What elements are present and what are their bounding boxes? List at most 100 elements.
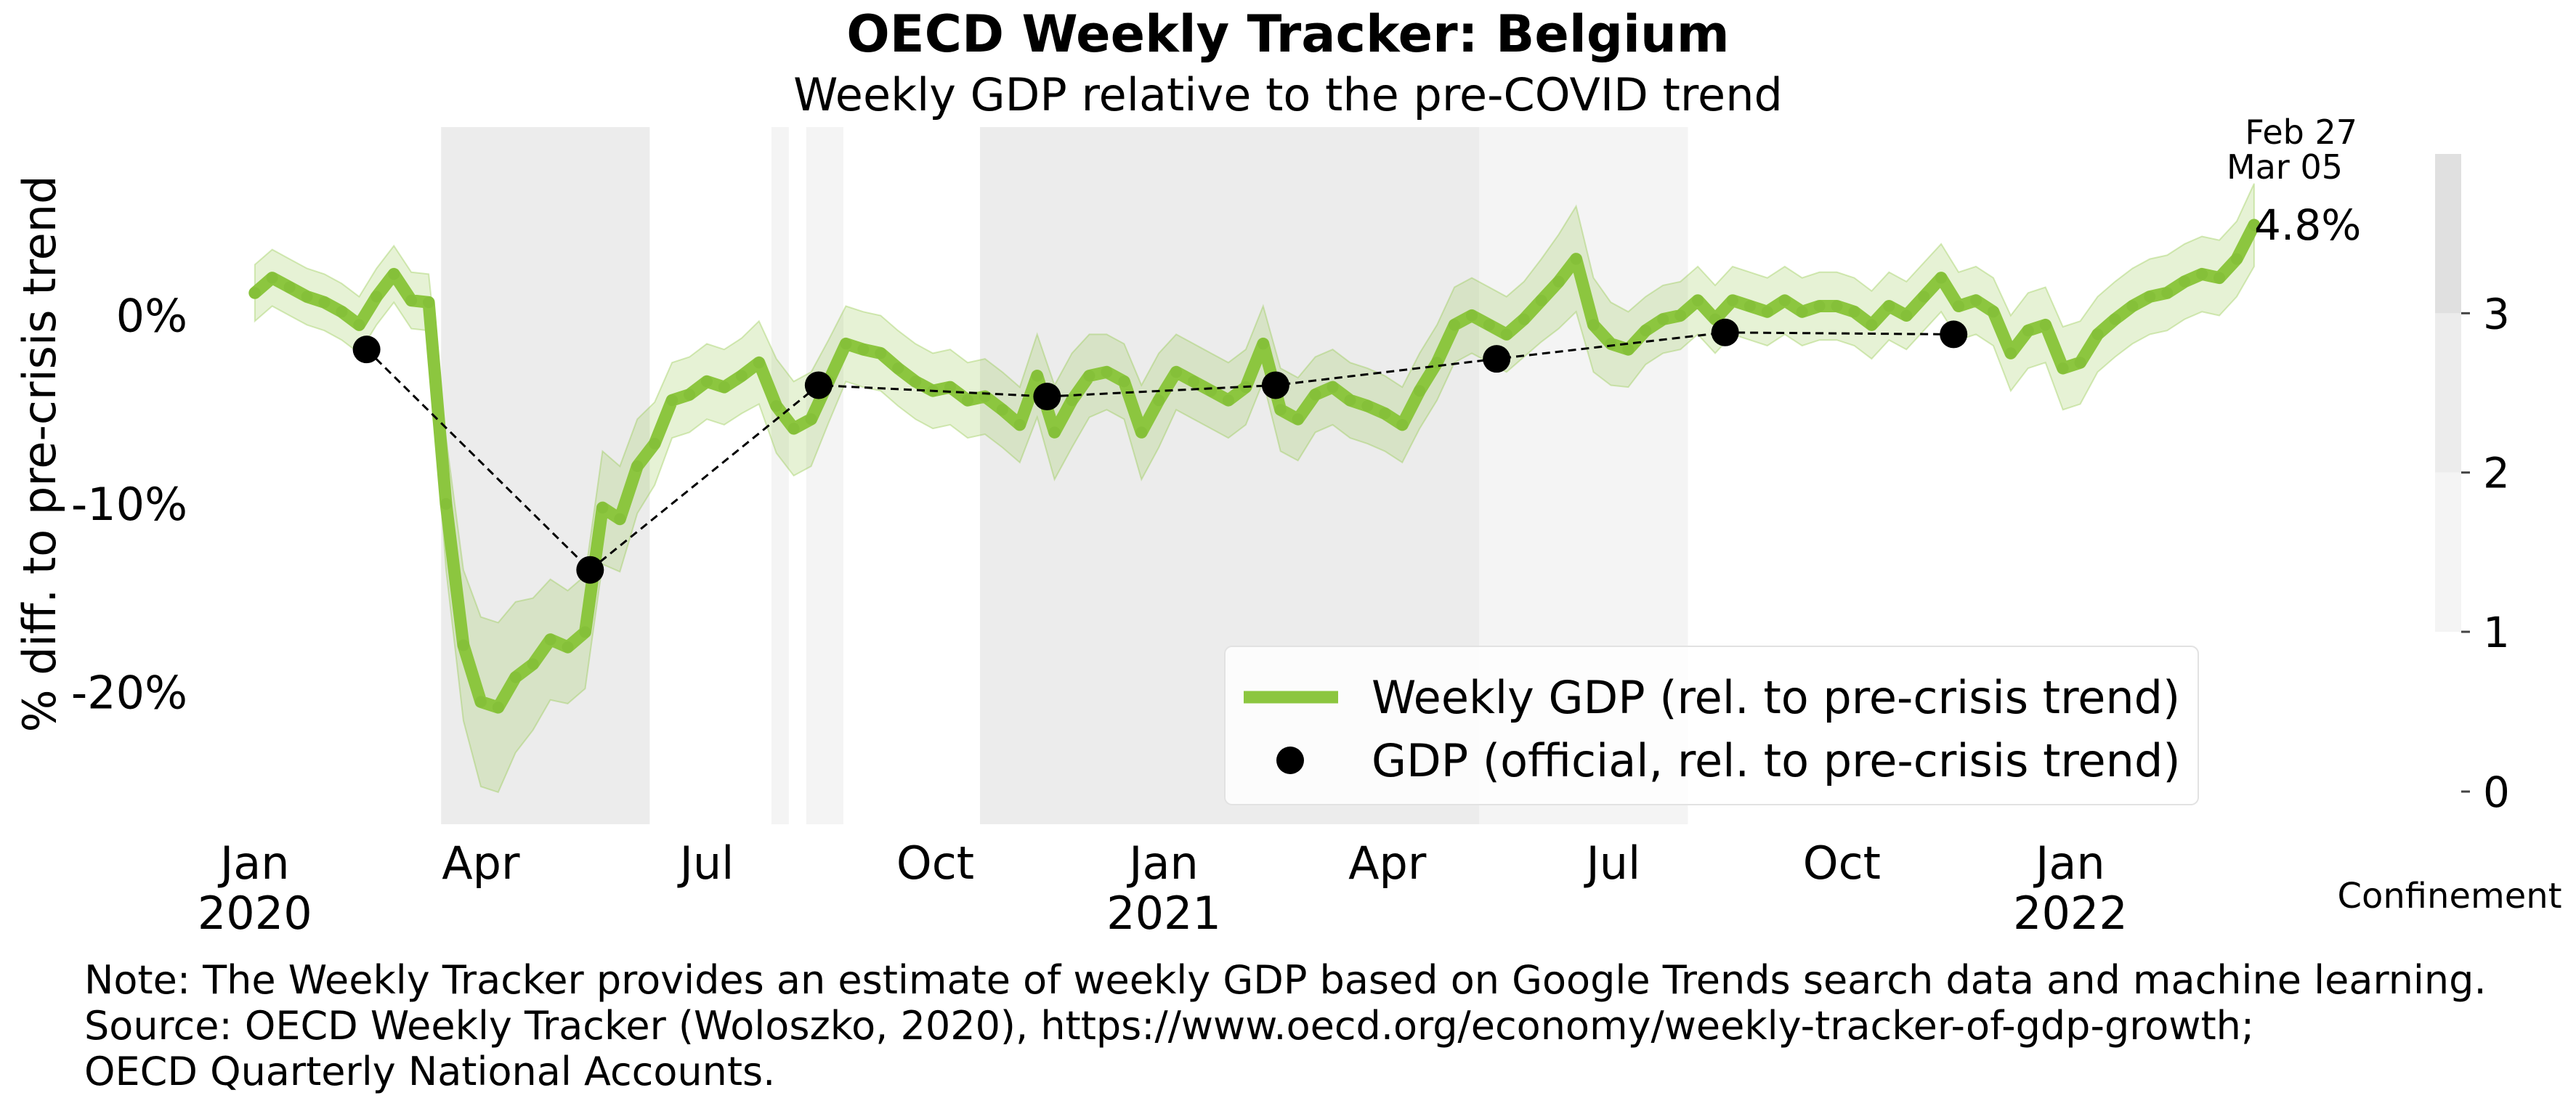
weekly-gdp-point — [2004, 347, 2017, 359]
y-tick-label: -20% — [71, 666, 187, 719]
chart-title: OECD Weekly Tracker: Belgium — [846, 4, 1730, 64]
x-tick-label: Oct — [1803, 837, 1881, 890]
weekly-gdp-point — [2126, 300, 2139, 312]
weekly-gdp-point — [1379, 407, 1391, 420]
weekly-gdp-point — [2248, 219, 2260, 231]
weekly-gdp-point — [1866, 319, 1878, 331]
weekly-gdp-point — [2091, 328, 2104, 341]
weekly-gdp-point — [1048, 426, 1061, 439]
official-gdp-point — [1940, 320, 1968, 349]
weekly-gdp-point — [596, 502, 609, 514]
legend-label-weekly: Weekly GDP (rel. to pre-crisis trend) — [1372, 671, 2180, 724]
weekly-gdp-point — [700, 375, 713, 388]
weekly-gdp-point — [1900, 309, 1913, 322]
weekly-gdp-point — [996, 404, 1008, 416]
weekly-gdp-point — [509, 671, 522, 683]
weekly-gdp-point — [910, 375, 922, 388]
legend-marker-official — [1276, 747, 1304, 774]
weekly-gdp-point — [2039, 319, 2052, 331]
weekly-gdp-point — [735, 370, 748, 382]
weekly-gdp-point — [1657, 313, 1669, 325]
confinement-colorbar: 0 1 2 3 Confinement — [2337, 154, 2562, 916]
weekly-gdp-point — [1465, 309, 1478, 322]
official-gdp-point — [1711, 318, 1739, 346]
weekly-gdp-point — [1274, 404, 1287, 416]
weekly-gdp-point — [1848, 306, 1860, 318]
weekly-gdp-point — [562, 641, 574, 654]
weekly-gdp-point — [805, 413, 817, 426]
weekly-gdp-point — [388, 268, 400, 280]
official-gdp-point — [1261, 371, 1289, 399]
weekly-gdp-point — [961, 394, 973, 407]
confidence-band — [254, 183, 2255, 794]
weekly-gdp-point — [457, 639, 469, 651]
x-tick-label: Jul — [1583, 837, 1640, 890]
official-gdp-point — [352, 336, 381, 364]
weekly-gdp-point — [1500, 328, 1512, 341]
weekly-gdp-point — [2144, 290, 2156, 303]
weekly-gdp-point — [266, 272, 278, 284]
weekly-gdp-point — [1953, 300, 1965, 312]
weekly-gdp-point — [2214, 272, 2226, 284]
weekly-gdp-point — [857, 343, 870, 356]
weekly-gdp-point — [353, 319, 365, 331]
weekly-gdp-point — [336, 306, 348, 318]
weekly-gdp-point — [405, 294, 418, 306]
weekly-gdp-point — [1013, 418, 1026, 431]
colorbar-label: Confinement — [2337, 876, 2561, 916]
weekly-gdp-point — [283, 281, 296, 293]
weekly-gdp-point — [1205, 385, 1218, 397]
official-gdp-point — [1033, 383, 1061, 411]
weekly-gdp-point — [1031, 370, 1043, 382]
weekly-gdp-point — [1761, 306, 1773, 318]
weekly-gdp-point — [1483, 319, 1495, 331]
x-tick-label: Apr — [1348, 837, 1427, 890]
weekly-gdp-point — [2230, 253, 2243, 265]
weekly-gdp-point — [318, 296, 331, 309]
weekly-gdp-point — [2074, 357, 2086, 369]
confinement-band — [771, 127, 789, 824]
colorbar-segment — [2435, 154, 2461, 314]
weekly-gdp-point — [492, 702, 504, 714]
weekly-gdp-point — [474, 696, 487, 708]
weekly-gdp-point — [1587, 319, 1600, 331]
weekly-gdp-point — [440, 497, 453, 510]
weekly-gdp-point — [1743, 300, 1756, 312]
weekly-gdp-point — [1640, 325, 1652, 337]
footnote: Note: The Weekly Tracker provides an est… — [84, 957, 2487, 1094]
confinement-band — [806, 127, 844, 824]
weekly-gdp-point — [631, 460, 644, 473]
x-tick-label: Jan — [2033, 837, 2105, 890]
weekly-gdp-point — [753, 357, 765, 369]
official-gdp-dashed-line — [365, 331, 1954, 572]
weekly-gdp-point — [423, 296, 435, 309]
weekly-gdp-point — [892, 362, 904, 375]
weekly-gdp-point — [2161, 287, 2174, 299]
weekly-gdp-point — [1813, 300, 1826, 312]
weekly-gdp-point — [1396, 418, 1409, 431]
legend-label-official: GDP (official, rel. to pre-crisis trend) — [1372, 734, 2181, 787]
annotation-date-2: Mar 05 — [2227, 147, 2343, 187]
weekly-gdp-point — [1188, 375, 1200, 388]
official-gdp-point — [576, 556, 604, 584]
weekly-gdp-point — [770, 400, 782, 412]
weekly-gdp-point — [1257, 338, 1269, 350]
x-tick-label: Jan — [1126, 837, 1199, 890]
weekly-gdp-point — [1622, 343, 1635, 356]
weekly-gdp-point — [2196, 268, 2208, 280]
weekly-gdp-point — [1796, 306, 1808, 318]
weekly-gdp-line — [248, 219, 2261, 714]
colorbar-segment — [2435, 472, 2461, 632]
note-line: Note: The Weekly Tracker provides an est… — [84, 957, 2487, 1003]
weekly-gdp-point — [544, 633, 556, 646]
y-axis-label: % diff. to pre-crisis trend — [13, 176, 66, 733]
weekly-gdp-point — [875, 347, 887, 359]
weekly-gdp-point — [248, 287, 261, 299]
legend-box — [1224, 646, 2199, 805]
official-gdp-point — [804, 371, 833, 399]
annotation-value: 4.8% — [2254, 200, 2361, 250]
weekly-gdp-point — [1987, 306, 1999, 318]
weekly-gdp-point — [1170, 366, 1183, 378]
weekly-gdp-point — [1344, 394, 1356, 407]
